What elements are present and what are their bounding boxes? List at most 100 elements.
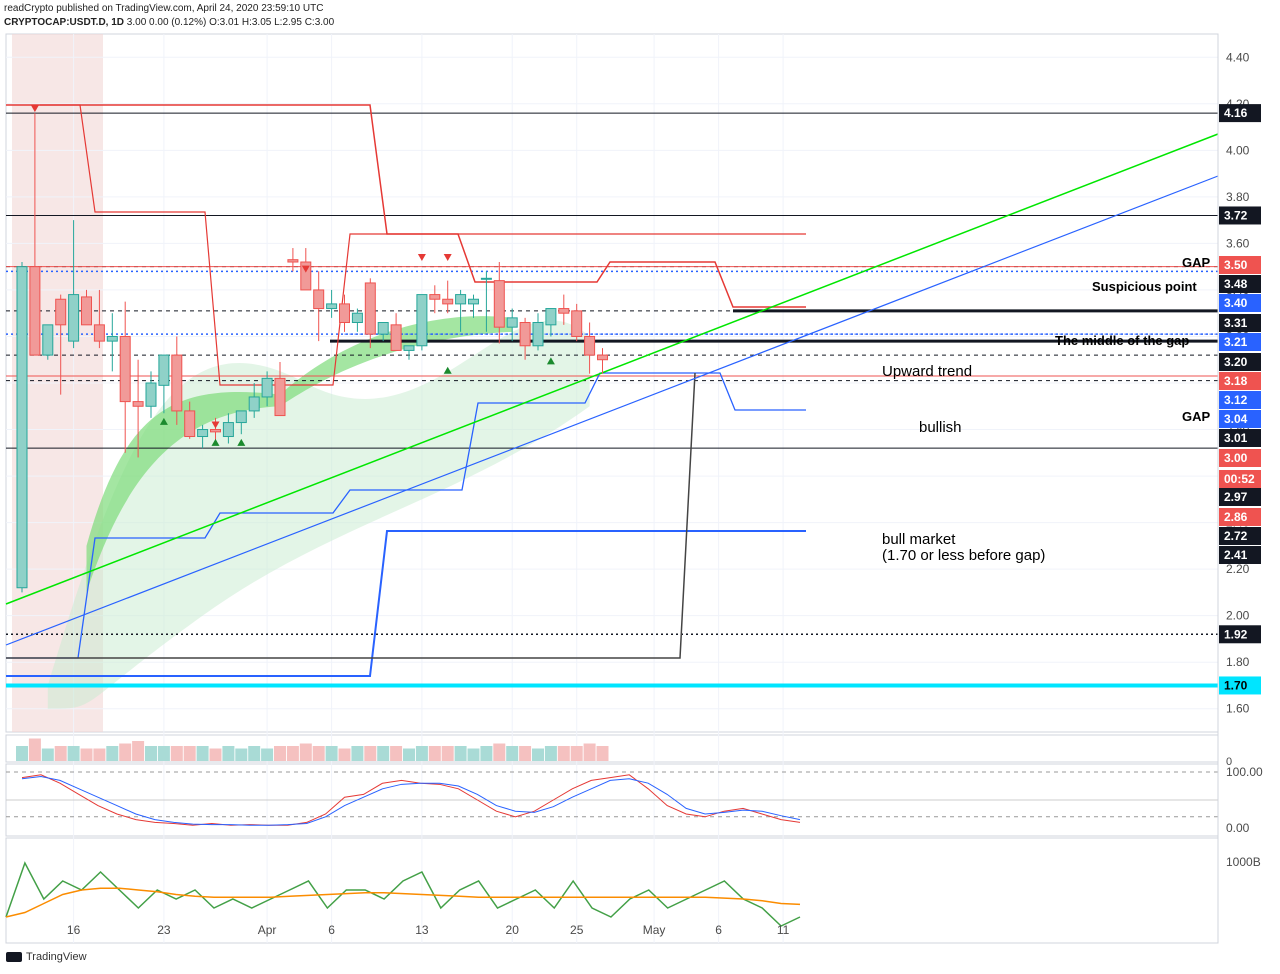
price-tick-label: 1.60 xyxy=(1226,702,1250,716)
volume-bar xyxy=(248,746,261,761)
volume-bar xyxy=(106,746,119,761)
volume-bar xyxy=(390,746,403,761)
candle-body xyxy=(442,298,454,305)
price-tag xyxy=(1219,372,1261,390)
volume-bar xyxy=(325,746,338,761)
volume-bar xyxy=(338,748,351,761)
annotation-gap-top: GAP xyxy=(1182,255,1211,270)
obv-green-line xyxy=(5,861,801,927)
candle-body xyxy=(171,354,183,412)
price-tag xyxy=(1219,625,1261,644)
resistance-steps-line xyxy=(40,104,806,386)
annotation-before-gap: (1.70 or less before gap) xyxy=(882,547,1045,564)
candle-body xyxy=(132,401,144,407)
volume-bar xyxy=(170,746,183,761)
price-tag xyxy=(1219,314,1261,332)
price-tag-label: 1.70 xyxy=(1224,678,1248,692)
candle-body xyxy=(300,261,312,291)
obv-tick-label: 1000B xyxy=(1226,855,1261,869)
price-tag-label: 3.21 xyxy=(1224,335,1248,349)
price-tick-label: 2.20 xyxy=(1226,562,1250,576)
volume-bar xyxy=(145,746,157,761)
candle-body xyxy=(287,259,299,263)
price-tag xyxy=(1219,527,1261,545)
sell-arrow-icon xyxy=(443,254,452,262)
volume-bar xyxy=(312,746,325,761)
price-tick-label: 3.60 xyxy=(1226,236,1250,250)
volume-bar xyxy=(196,746,209,761)
price-tag-label: 3.40 xyxy=(1224,296,1248,310)
price-tag xyxy=(1219,676,1261,695)
price-tag-label: 00:52 xyxy=(1224,472,1255,486)
candle-body xyxy=(158,354,170,386)
candle-body xyxy=(222,422,234,438)
volume-bar xyxy=(403,748,415,761)
volume-bar xyxy=(454,746,467,761)
time-tick-label: 6 xyxy=(328,923,335,937)
price-tag xyxy=(1219,391,1261,409)
buy-arrow-icon xyxy=(211,438,220,446)
volume-bar xyxy=(80,748,93,761)
publish-info: readCrypto published on TradingView.com,… xyxy=(4,3,324,14)
candle-body xyxy=(55,298,67,326)
price-tag xyxy=(1219,104,1261,123)
price-tag xyxy=(1219,488,1261,506)
volume-bar xyxy=(286,746,299,761)
volume-bar xyxy=(415,746,428,761)
price-tag-label: 3.18 xyxy=(1224,374,1248,388)
volume-bar xyxy=(119,743,132,761)
volume-bar xyxy=(299,743,312,761)
candle-body xyxy=(416,294,428,347)
candle-body xyxy=(119,335,131,403)
volume-bar xyxy=(132,741,145,761)
candle-body xyxy=(377,322,389,335)
volume-bar xyxy=(54,746,67,761)
volume-bar xyxy=(519,746,532,761)
volume-bar xyxy=(377,746,390,761)
stoch-tick-label: 100.00 xyxy=(1226,765,1263,779)
volume-bar xyxy=(557,746,570,761)
annotation-bull-market: bull market xyxy=(882,531,956,548)
annotation-bullish: bullish xyxy=(919,419,962,436)
price-tag-label: 2.72 xyxy=(1224,529,1248,543)
price-tag-label: 3.48 xyxy=(1224,277,1248,291)
sell-arrow-icon xyxy=(417,254,426,262)
time-tick-label: 20 xyxy=(506,923,520,937)
candle-body xyxy=(506,317,518,328)
price-tag-label: 3.12 xyxy=(1224,393,1248,407)
volume-bar xyxy=(364,746,377,761)
candle-body xyxy=(455,294,467,305)
stoch-k-line xyxy=(21,774,801,826)
upper-channel-line xyxy=(6,104,806,308)
candle-body xyxy=(558,308,570,314)
footer: TradingView xyxy=(6,951,87,963)
candle-body xyxy=(571,310,583,337)
volume-bar xyxy=(67,746,80,761)
stoch-d-line xyxy=(21,775,801,826)
candle-body xyxy=(261,377,273,398)
price-tag-label: 3.04 xyxy=(1224,412,1248,426)
price-tag-label: 3.01 xyxy=(1224,431,1248,445)
ohlc-values: 3.00 0.00 (0.12%) O:3.01 H:3.05 L:2.95 C… xyxy=(126,17,335,28)
candle-body xyxy=(390,324,402,351)
blue-trendline xyxy=(5,175,1219,646)
buy-arrow-icon xyxy=(443,366,452,374)
candle-body xyxy=(248,396,260,412)
time-tick-label: 16 xyxy=(67,923,81,937)
volume-bar xyxy=(28,738,41,761)
candle-body xyxy=(351,312,363,324)
volume-bar xyxy=(183,746,196,761)
annotation-gap-bottom: GAP xyxy=(1182,409,1211,424)
sell-arrow-icon xyxy=(301,265,310,273)
price-tag-label: 3.72 xyxy=(1224,208,1248,222)
volume-bar xyxy=(506,746,519,761)
price-tag-label: 3.00 xyxy=(1224,451,1248,465)
candle-body xyxy=(597,354,608,361)
candle-body xyxy=(29,266,41,356)
price-tag xyxy=(1219,429,1261,447)
price-tag xyxy=(1219,333,1261,351)
volume-bar xyxy=(351,746,364,761)
candle-body xyxy=(339,303,350,324)
price-tick-label: 2.00 xyxy=(1226,609,1250,623)
